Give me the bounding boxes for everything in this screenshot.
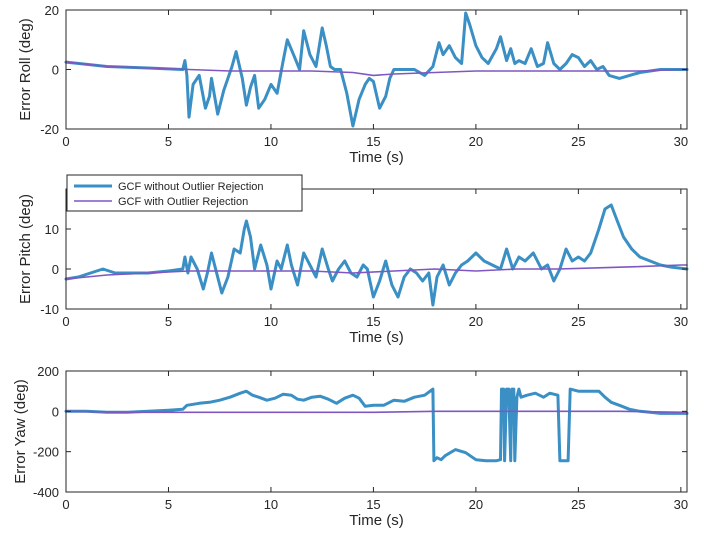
x-axis-label: Time (s) — [349, 149, 403, 166]
legend: GCF without Outlier Rejection GCF with Ou… — [66, 174, 303, 212]
x-tick-label: 0 — [62, 314, 69, 329]
x-tick-label: 25 — [571, 497, 585, 512]
series-line-without-rejection — [64, 11, 689, 128]
x-tick-label: 5 — [165, 497, 172, 512]
y-tick-label: 0 — [52, 63, 59, 78]
legend-entry: GCF with Outlier Rejection — [118, 196, 248, 208]
x-tick-label: 5 — [165, 134, 172, 149]
axes-frame — [65, 370, 688, 493]
y-tick-label: 200 — [37, 364, 59, 379]
x-tick-label: 25 — [571, 134, 585, 149]
x-tick-label: 0 — [62, 497, 69, 512]
y-axis-label: Error Roll (deg) — [17, 18, 34, 121]
series-line-with-rejection — [65, 61, 688, 77]
x-tick-label: 20 — [469, 134, 483, 149]
series-line-without-rejection — [64, 387, 689, 463]
x-tick-label: 30 — [674, 497, 688, 512]
x-tick-label: 0 — [62, 134, 69, 149]
y-tick-label: 0 — [52, 404, 59, 419]
x-tick-label: 20 — [469, 497, 483, 512]
x-tick-label: 15 — [366, 134, 380, 149]
x-tick-label: 20 — [469, 314, 483, 329]
x-tick-label: 10 — [264, 134, 278, 149]
y-tick-label: -20 — [40, 122, 59, 137]
y-axis-label: Error Yaw (deg) — [12, 379, 29, 483]
x-tick-label: 10 — [264, 497, 278, 512]
x-axis-label: Time (s) — [349, 512, 403, 529]
x-axis-label: Time (s) — [349, 329, 403, 346]
axes-frame — [65, 188, 688, 310]
x-tick-label: 30 — [674, 314, 688, 329]
series-line-with-rejection — [65, 264, 688, 280]
legend-entry: GCF without Outlier Rejection — [118, 181, 264, 193]
x-tick-label: 25 — [571, 314, 585, 329]
x-tick-label: 5 — [165, 314, 172, 329]
series-line-with-rejection — [65, 410, 688, 414]
x-tick-label: 15 — [366, 314, 380, 329]
x-tick-label: 30 — [674, 134, 688, 149]
y-tick-label: -200 — [33, 445, 59, 460]
y-tick-label: 20 — [45, 3, 59, 18]
y-tick-label: 10 — [45, 222, 59, 237]
series-line-without-rejection — [64, 203, 689, 307]
y-tick-label: -400 — [33, 485, 59, 500]
legend-box — [66, 174, 303, 212]
subplot-3: 0 5 10 15 20 25 30 -400 -200 0 200 Time (s) Error Ya… — [12, 364, 689, 529]
y-axis-label: Error Pitch (deg) — [17, 194, 34, 304]
y-tick-label: 0 — [52, 262, 59, 277]
x-tick-label: 15 — [366, 497, 380, 512]
y-tick-label: -10 — [40, 302, 59, 317]
x-tick-label: 10 — [264, 314, 278, 329]
